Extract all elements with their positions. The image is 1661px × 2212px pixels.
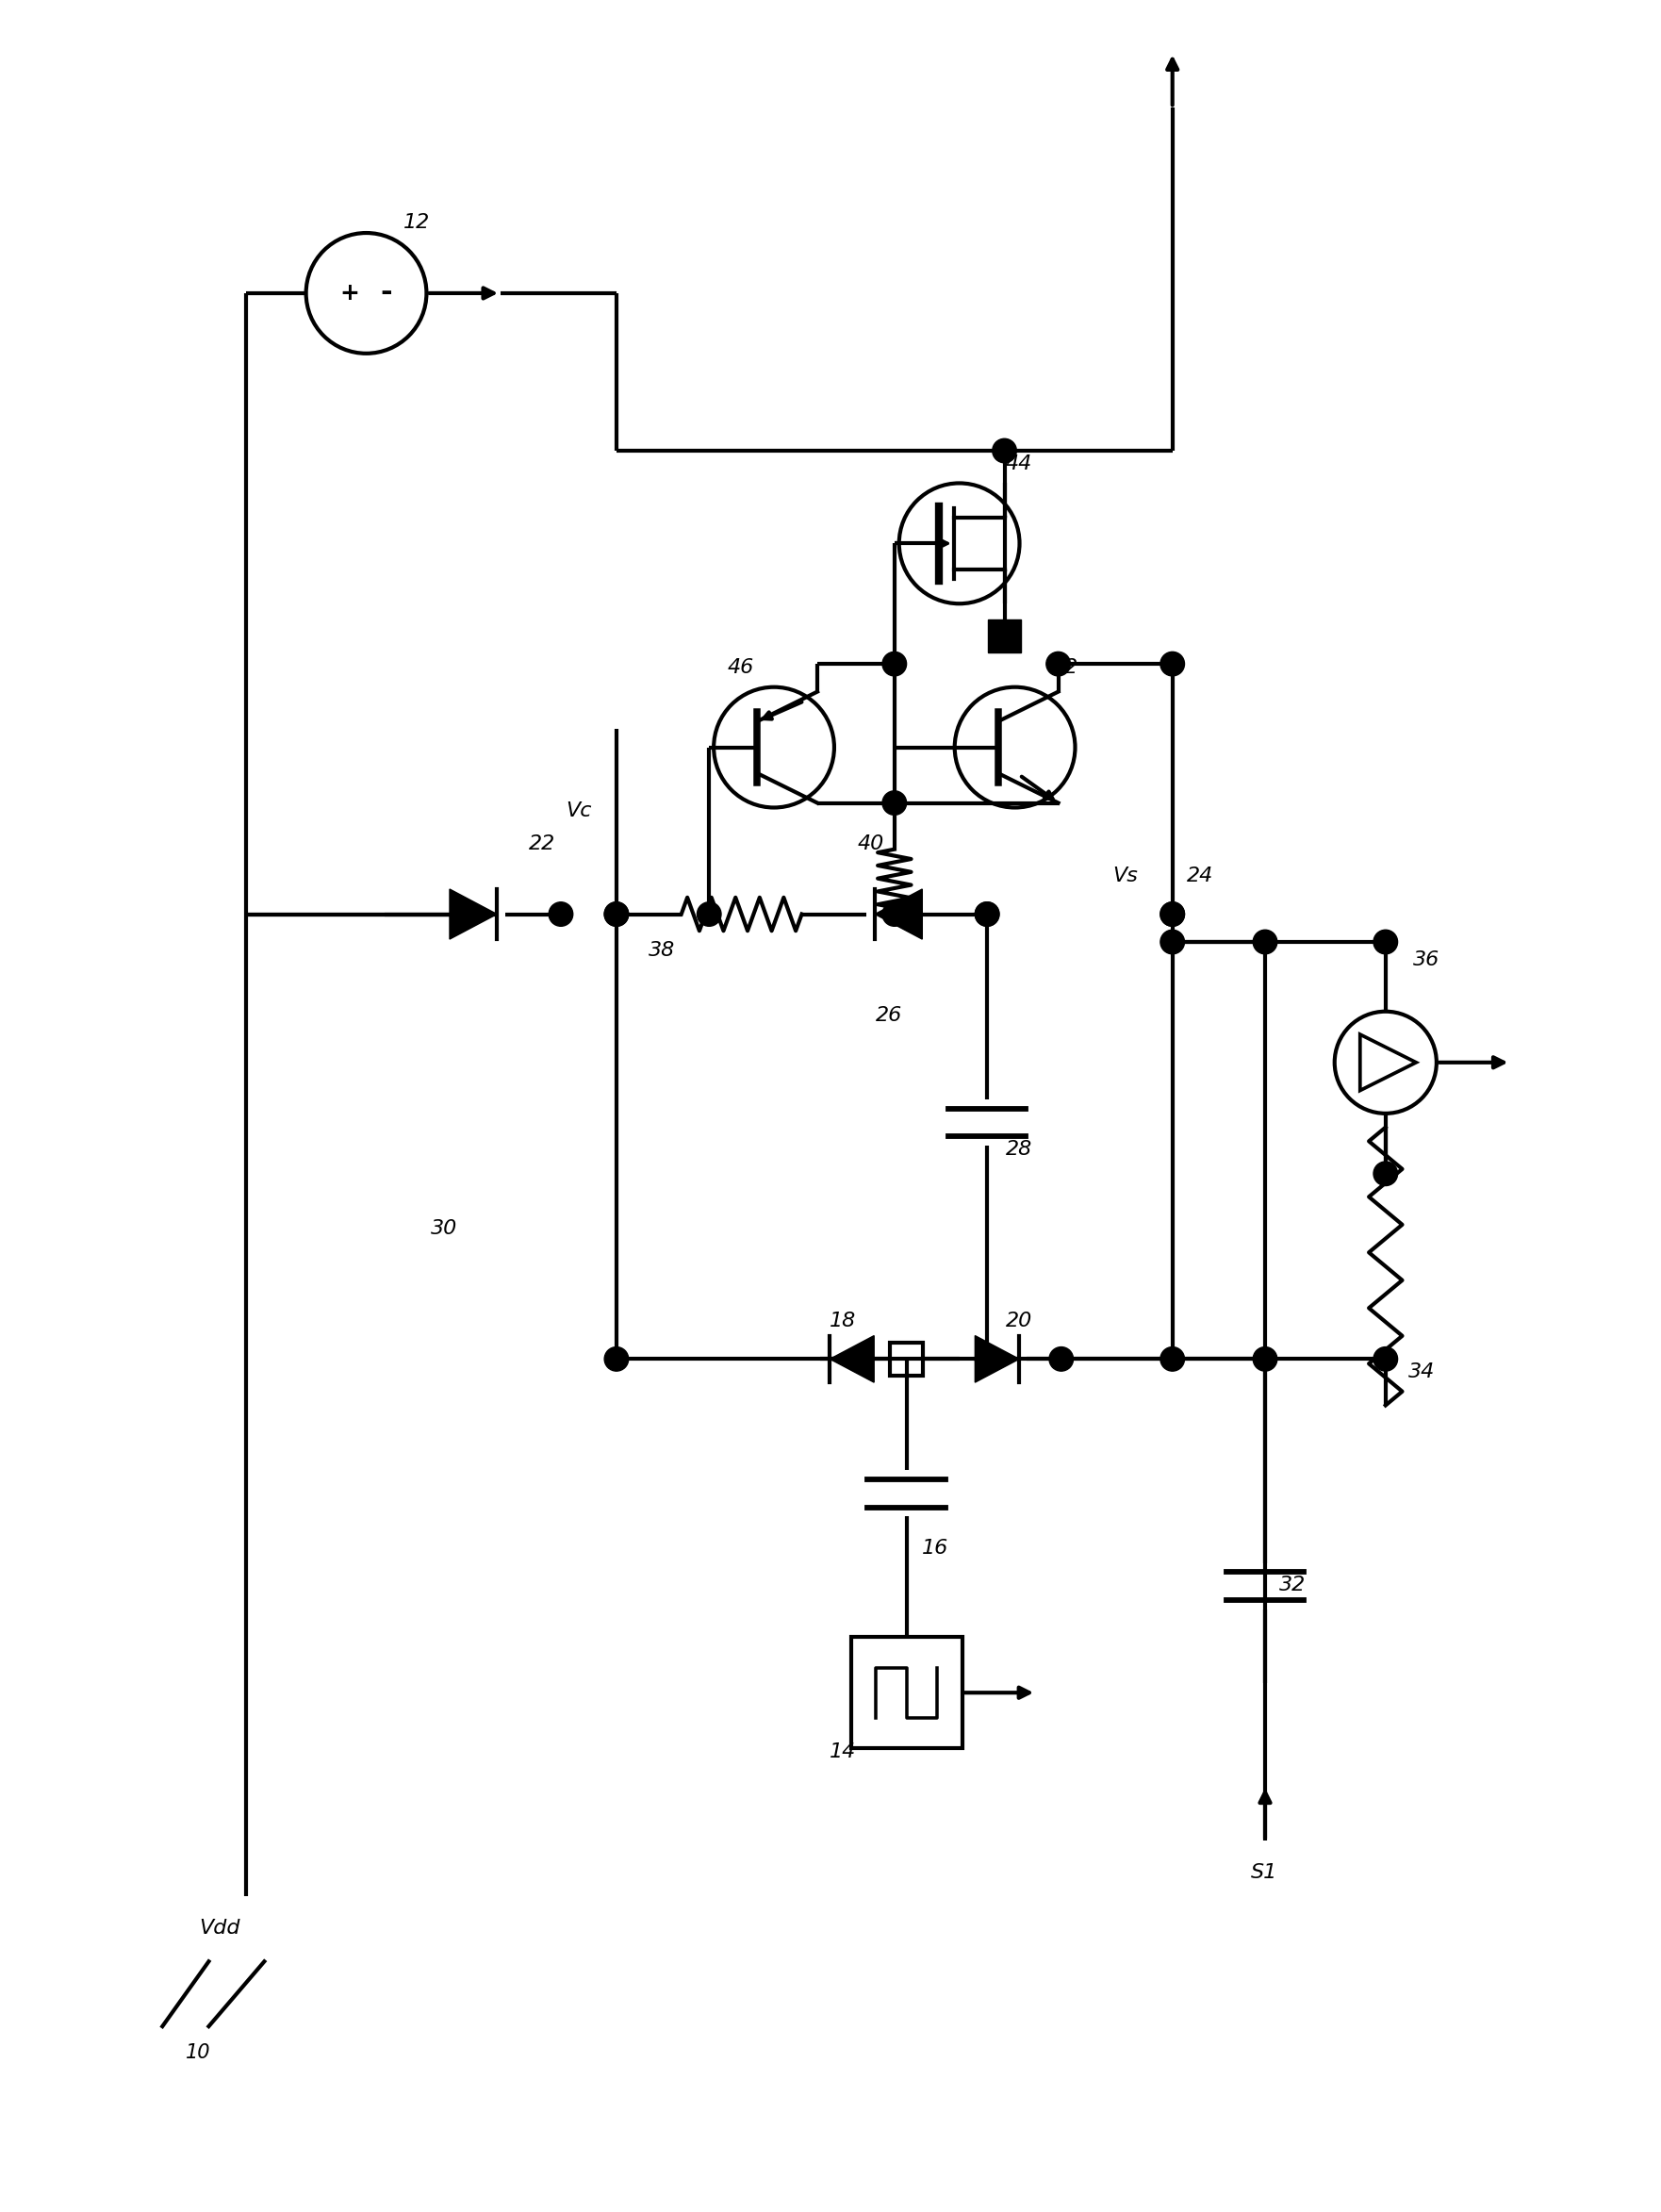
Circle shape	[1050, 1347, 1073, 1371]
Text: 26: 26	[875, 1006, 902, 1024]
Text: 46: 46	[728, 659, 754, 677]
Circle shape	[1161, 1347, 1184, 1371]
Bar	[988, 619, 1022, 653]
Circle shape	[1161, 653, 1184, 677]
Text: 40: 40	[857, 834, 884, 854]
Text: 36: 36	[1414, 949, 1440, 969]
Text: 38: 38	[649, 940, 676, 960]
Circle shape	[605, 902, 628, 927]
Circle shape	[1374, 1347, 1397, 1371]
Circle shape	[882, 792, 907, 814]
Text: -: -	[380, 279, 392, 307]
Text: 14: 14	[829, 1743, 855, 1761]
Circle shape	[975, 902, 1000, 927]
Text: 12: 12	[404, 212, 430, 232]
Circle shape	[992, 438, 1017, 462]
Circle shape	[698, 902, 721, 927]
Circle shape	[882, 653, 907, 677]
Circle shape	[1046, 653, 1070, 677]
Circle shape	[605, 1347, 628, 1371]
Circle shape	[548, 902, 573, 927]
Text: 44: 44	[1005, 453, 1031, 473]
Text: 16: 16	[922, 1540, 948, 1557]
Text: 18: 18	[829, 1312, 855, 1329]
Text: Vs: Vs	[1113, 867, 1138, 885]
Circle shape	[1161, 929, 1184, 953]
Text: 28: 28	[1005, 1139, 1031, 1159]
Polygon shape	[875, 889, 922, 940]
Text: 30: 30	[432, 1219, 458, 1239]
Circle shape	[1374, 1161, 1397, 1186]
Circle shape	[1252, 1347, 1277, 1371]
Circle shape	[1252, 929, 1277, 953]
Text: 24: 24	[1186, 867, 1213, 885]
Circle shape	[1161, 902, 1184, 927]
Text: S1: S1	[1251, 1863, 1277, 1882]
Text: 42: 42	[1051, 659, 1078, 677]
Polygon shape	[975, 1336, 1020, 1382]
Text: +: +	[341, 281, 359, 305]
Circle shape	[975, 902, 1000, 927]
Polygon shape	[450, 889, 497, 940]
Bar	[890, 1343, 924, 1376]
Circle shape	[605, 902, 628, 927]
Circle shape	[975, 1347, 1000, 1371]
Circle shape	[1161, 902, 1184, 927]
Text: 34: 34	[1409, 1363, 1435, 1380]
Text: 32: 32	[1279, 1575, 1306, 1595]
Text: Vdd: Vdd	[199, 1918, 241, 1938]
Text: 20: 20	[1005, 1312, 1031, 1329]
Circle shape	[882, 902, 907, 927]
Circle shape	[1374, 929, 1397, 953]
Bar	[850, 1637, 962, 1747]
Text: 10: 10	[186, 2044, 211, 2062]
Text: 22: 22	[528, 834, 555, 854]
Text: Vc: Vc	[565, 801, 591, 821]
Polygon shape	[830, 1336, 874, 1382]
